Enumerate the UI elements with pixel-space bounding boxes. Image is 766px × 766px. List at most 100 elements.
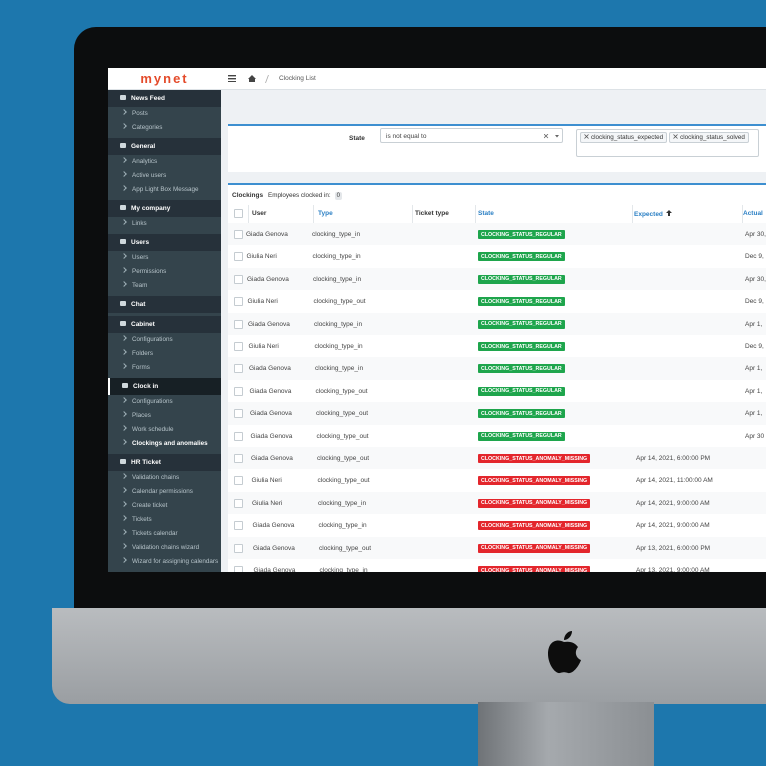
sidebar-heading[interactable]: News Feed (108, 90, 221, 107)
count-badge: 0 (334, 192, 342, 200)
sidebar-section: Chat (108, 296, 221, 316)
table-cell: Apr 30, (745, 275, 766, 283)
sidebar-link[interactable]: Forms (108, 361, 221, 375)
sidebar-link[interactable]: Validation chains (108, 471, 221, 485)
chip-text: clocking_status_expected (591, 134, 664, 141)
sidebar-heading[interactable]: HR Ticket (108, 454, 221, 471)
filter-label: State (349, 135, 365, 142)
menu-icon[interactable] (228, 75, 236, 82)
table-panel: Clockings Employees clocked in: 0 User Ty… (228, 183, 766, 572)
sidebar-link[interactable]: Calendar permissions (108, 485, 221, 499)
sidebar-heading[interactable]: General (108, 138, 221, 155)
column-header[interactable]: State (478, 210, 494, 217)
sidebar-link[interactable]: Work schedule (108, 423, 221, 437)
table-cell: clocking_type_out (316, 410, 369, 418)
checkbox[interactable] (234, 274, 243, 284)
state-badge: CLOCKING_STATUS_ANOMALY_MISSING (478, 476, 591, 486)
filter-chip[interactable]: clocking_status_expected (580, 132, 668, 143)
checkbox[interactable] (234, 476, 243, 486)
checkbox[interactable] (234, 297, 243, 307)
checkbox[interactable] (234, 409, 243, 419)
sidebar-heading[interactable]: Cabinet (108, 316, 221, 333)
checkbox[interactable] (234, 454, 243, 463)
table-cell: clocking_type_in (318, 522, 367, 530)
table-subtitle: Employees clocked in: (268, 192, 331, 199)
column-header[interactable]: Expected (634, 210, 672, 218)
filter-chip[interactable]: clocking_status_solved (669, 132, 749, 143)
table-cell: clocking_type_out (317, 477, 370, 485)
home-icon[interactable] (248, 75, 256, 82)
checkbox[interactable] (234, 342, 243, 351)
table-cell: clocking_type_in (318, 499, 367, 507)
table-cell: Giada Genova (251, 455, 293, 462)
sidebar-link[interactable]: Links (108, 217, 221, 231)
state-badge: CLOCKING_STATUS_REGULAR (478, 364, 565, 374)
column-header[interactable]: Actual (743, 210, 763, 217)
checkbox[interactable] (234, 566, 243, 572)
sidebar-link[interactable]: Tickets calendar (108, 527, 221, 541)
sidebar-heading[interactable]: Chat (108, 296, 221, 313)
column-header[interactable]: Type (318, 210, 333, 217)
sidebar-heading[interactable]: Users (108, 234, 221, 251)
sidebar-link[interactable]: Team (108, 279, 221, 293)
value-select[interactable]: clocking_status_expected clocking_status_… (576, 129, 759, 157)
select-icons (544, 134, 559, 139)
state-badge: CLOCKING_STATUS_REGULAR (478, 409, 565, 419)
checkbox[interactable] (234, 364, 243, 374)
table-cell: Apr 30, (745, 231, 766, 238)
column-header: User (252, 210, 267, 217)
checkbox[interactable] (234, 521, 243, 531)
sidebar-link[interactable]: Clockings and anomalies (108, 437, 221, 451)
sidebar-link[interactable]: Analytics (108, 155, 221, 169)
sidebar-link[interactable]: Places (108, 409, 221, 423)
chip-remove[interactable] (584, 134, 589, 139)
operator-select[interactable]: is not equal to (380, 128, 563, 143)
sidebar-link[interactable]: Configurations (108, 333, 221, 347)
sidebar-link[interactable]: Tickets (108, 513, 221, 527)
sidebar-link[interactable]: Validation chains wizard (108, 541, 221, 555)
checkbox[interactable] (234, 252, 243, 262)
checkbox[interactable] (234, 209, 243, 218)
logo[interactable]: mynet (140, 71, 189, 86)
table-cell: Giada Genova (247, 275, 289, 283)
sidebar-heading[interactable]: Clock in (108, 378, 221, 395)
sidebar-section: HR Ticket Validation chains Calendar permi… (108, 454, 221, 572)
table-cell: Giulia Neri (251, 477, 282, 485)
sidebar-section: General Analytics Active users App Light Bo… (108, 138, 221, 200)
sidebar-link[interactable]: Create ticket (108, 499, 221, 513)
sidebar-link[interactable]: Active users (108, 169, 221, 183)
sidebar-link[interactable]: Categories (108, 121, 221, 135)
table-cell: clocking_type_in (312, 231, 361, 238)
checkbox[interactable] (234, 498, 243, 508)
checkbox[interactable] (234, 319, 243, 329)
state-badge: CLOCKING_STATUS_ANOMALY_MISSING (478, 521, 591, 531)
chip-remove[interactable] (673, 134, 678, 139)
table-cell: Apr 13, 2021, 9:00:00 AM (636, 567, 710, 572)
sidebar-link[interactable]: Configurations (108, 395, 221, 409)
apple-logo (548, 631, 581, 674)
checkbox[interactable] (234, 230, 243, 239)
sidebar-link[interactable]: Wizard for assigning calendars (108, 555, 221, 569)
checkbox[interactable] (234, 431, 243, 441)
breadcrumb[interactable]: Clocking List (279, 75, 316, 82)
table-cell: Giulia Neri (252, 499, 283, 507)
table-cell: Giada Genova (246, 231, 288, 238)
sidebar-link[interactable]: Posts (108, 107, 221, 121)
sidebar-link[interactable]: Users (108, 251, 221, 265)
state-badge: CLOCKING_STATUS_REGULAR (478, 297, 565, 307)
sidebar-link[interactable]: Folders (108, 347, 221, 361)
checkbox[interactable] (234, 543, 243, 553)
sidebar-heading[interactable]: My company (108, 200, 221, 217)
filter-panel: State is not equal to clocking_status_ex… (228, 124, 766, 172)
state-badge: CLOCKING_STATUS_REGULAR (478, 230, 565, 239)
sidebar-link[interactable]: Permissions (108, 265, 221, 279)
table-caption: Clockings Employees clocked in: 0 (232, 192, 342, 200)
table-title: Clockings (232, 192, 264, 199)
checkbox[interactable] (234, 386, 243, 396)
state-badge: CLOCKING_STATUS_ANOMALY_MISSING (478, 543, 591, 553)
state-badge: CLOCKING_STATUS_REGULAR (478, 342, 565, 351)
table-cell: Apr 14, 2021, 6:00:00 PM (636, 455, 711, 462)
state-badge: CLOCKING_STATUS_REGULAR (478, 252, 565, 262)
table-cell: Giada Genova (249, 387, 292, 395)
sidebar-link[interactable]: App Light Box Message (108, 183, 221, 197)
